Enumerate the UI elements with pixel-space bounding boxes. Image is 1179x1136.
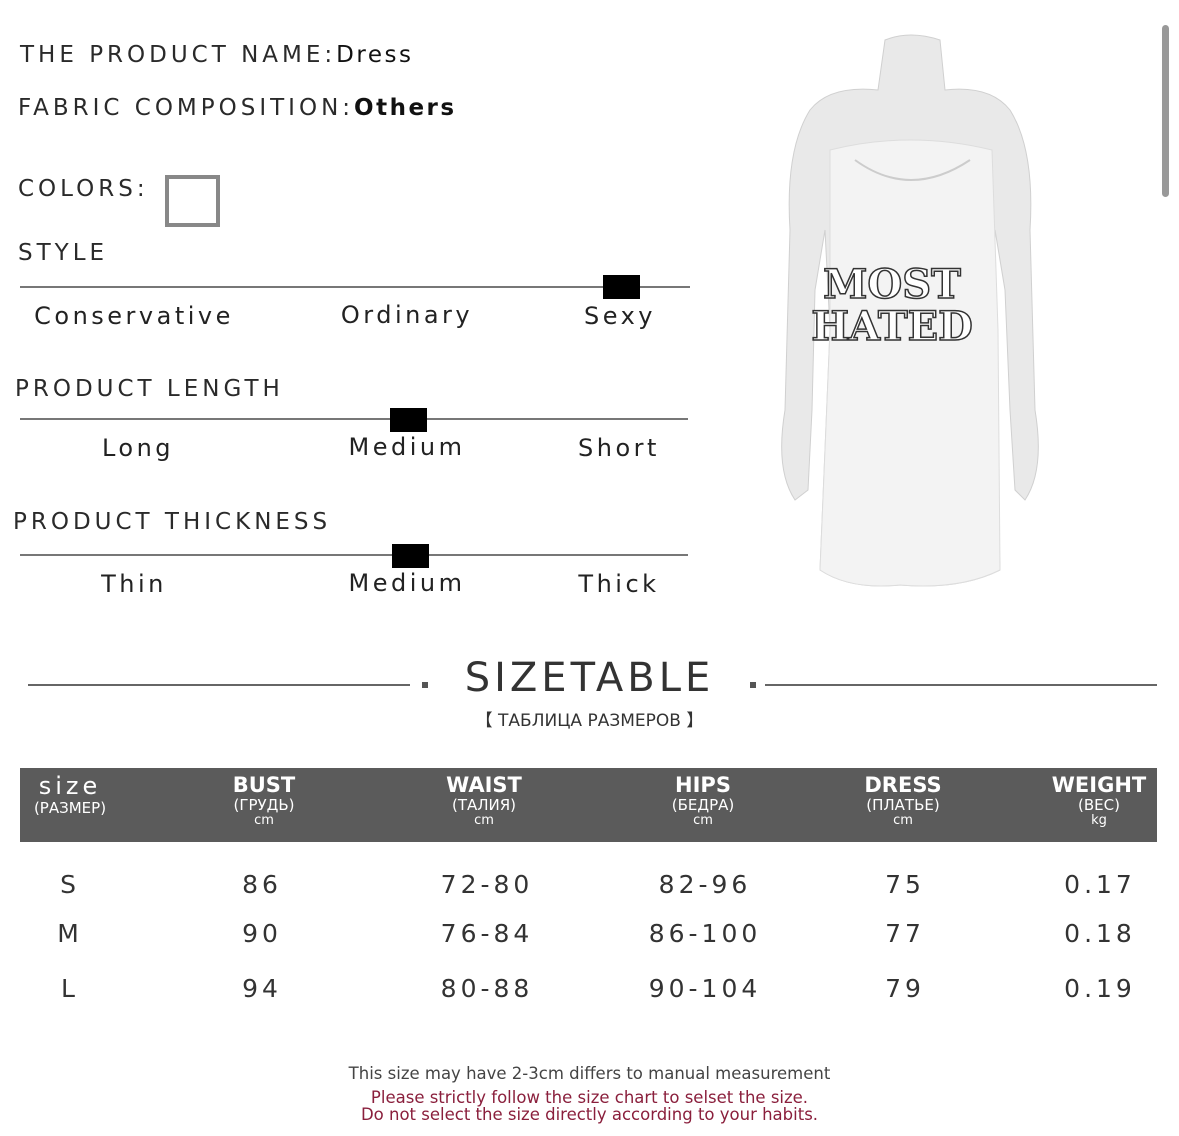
- table-cell: 86: [242, 870, 282, 899]
- thickness-option: Thin: [101, 570, 167, 598]
- scrollbar[interactable]: [1162, 25, 1169, 197]
- header-waist: WAIST (ТАЛИЯ) cm: [446, 773, 522, 828]
- header-bust: BUST (ГРУДЬ) cm: [232, 773, 296, 828]
- thickness-marker: [392, 544, 429, 568]
- style-title: STYLE: [18, 240, 109, 266]
- table-cell: 80-88: [440, 974, 534, 1003]
- divider-right: [765, 684, 1157, 686]
- thickness-scale-line: [20, 554, 688, 556]
- length-title: PRODUCT LENGTH: [15, 376, 284, 402]
- divider-dot: [750, 682, 756, 688]
- dress-product-image: MOST HATED: [760, 30, 1060, 625]
- table-cell: 0.17: [1064, 870, 1136, 899]
- length-option: Short: [578, 434, 660, 462]
- table-cell: S: [60, 870, 80, 899]
- table-cell: L: [61, 974, 79, 1003]
- table-cell: 86-100: [648, 919, 762, 948]
- style-option: Ordinary: [340, 301, 474, 329]
- sizetable-title: SIZETABLE: [464, 655, 715, 701]
- style-option: Conservative: [34, 302, 234, 330]
- header-weight: WEIGHT (ВЕС) kg: [1051, 773, 1147, 828]
- table-cell: 76-84: [440, 919, 534, 948]
- style-scale-line: [20, 286, 690, 288]
- header-dress: DRESS (ПЛАТЬЕ) cm: [864, 773, 942, 828]
- print-text: HATED: [811, 303, 973, 350]
- table-cell: 90-104: [648, 974, 762, 1003]
- divider-dot: [422, 682, 428, 688]
- table-cell: 82-96: [658, 870, 752, 899]
- note-measurement: This size may have 2-3cm differs to manu…: [348, 1064, 831, 1083]
- table-cell: 0.19: [1064, 974, 1136, 1003]
- divider-left: [28, 684, 410, 686]
- header-size: size (РАЗМЕР): [33, 772, 107, 818]
- product-name: THE PRODUCT NAME:Dress: [20, 42, 414, 68]
- thickness-option: Medium: [348, 569, 466, 597]
- table-cell: 77: [885, 919, 925, 948]
- thickness-option: Thick: [578, 570, 660, 598]
- style-option: Sexy: [584, 302, 656, 330]
- length-option: Medium: [348, 433, 466, 461]
- table-cell: 90: [242, 919, 282, 948]
- length-scale-line: [20, 418, 688, 420]
- header-hips: HIPS (БЕДРА) cm: [671, 773, 735, 828]
- length-option: Long: [101, 434, 175, 462]
- fabric-composition: FABRIC COMPOSITION:Others: [18, 95, 457, 121]
- print-text: MOST: [823, 261, 961, 308]
- table-cell: 72-80: [440, 870, 534, 899]
- table-cell: 94: [242, 974, 282, 1003]
- note-warning: Please strictly follow the size chart to…: [360, 1088, 819, 1125]
- thickness-title: PRODUCT THICKNESS: [13, 509, 332, 535]
- table-cell: 75: [885, 870, 925, 899]
- table-cell: 0.18: [1064, 919, 1136, 948]
- table-cell: M: [57, 919, 83, 948]
- colors-label: COLORS:: [18, 176, 149, 202]
- length-marker: [390, 408, 427, 432]
- sizetable-subtitle: 【 ТАБЛИЦА РАЗМЕРОВ 】: [475, 711, 704, 731]
- table-cell: 79: [885, 974, 925, 1003]
- size-table-header: size (РАЗМЕР) BUST (ГРУДЬ) cm WAIST (ТАЛИЯ) c…: [20, 768, 1157, 842]
- color-swatch-white: [165, 175, 220, 227]
- style-marker: [603, 275, 640, 299]
